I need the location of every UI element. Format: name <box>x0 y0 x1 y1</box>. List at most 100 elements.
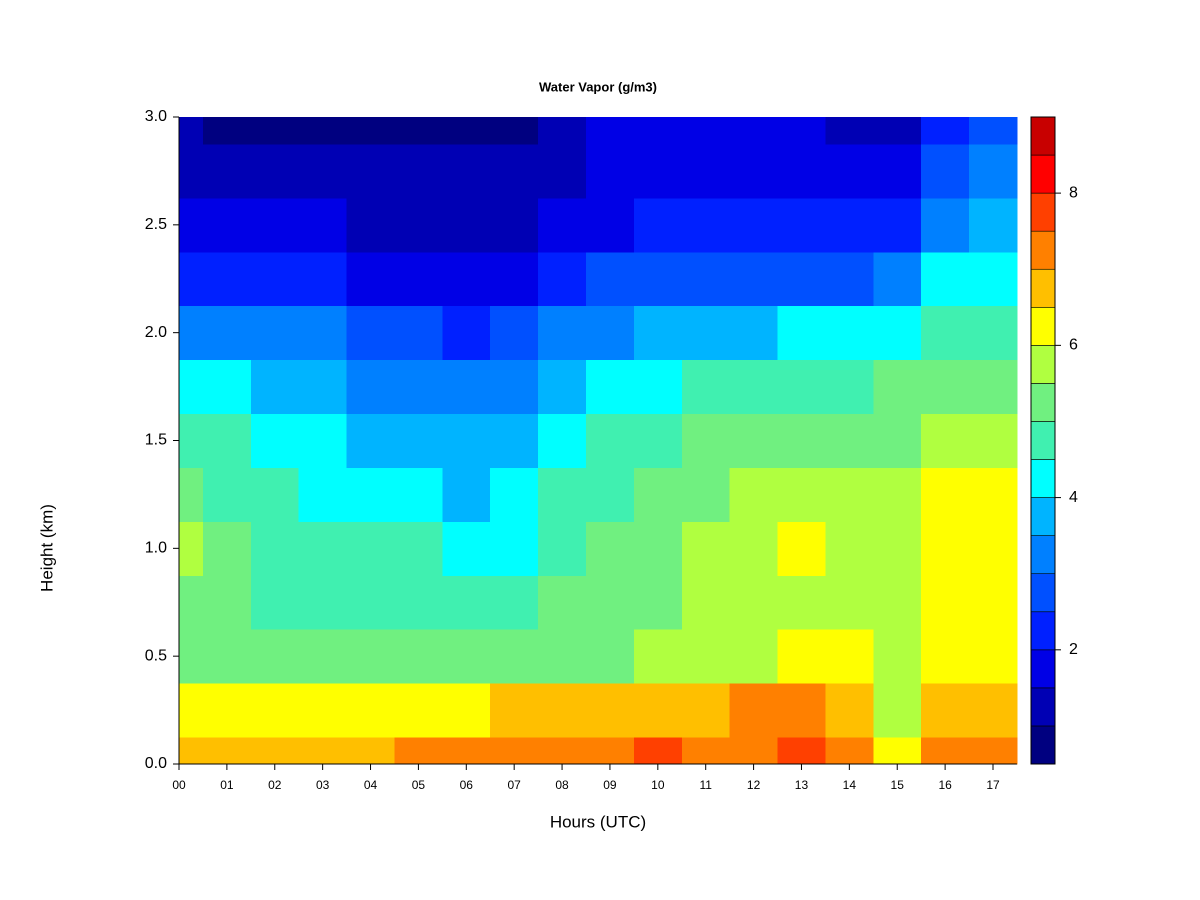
y-tick-label: 1.0 <box>145 540 167 557</box>
heatmap-cell <box>394 683 443 738</box>
heatmap-cell <box>179 629 204 684</box>
heatmap-cell <box>729 413 779 468</box>
heatmap-cell <box>681 197 731 253</box>
heatmap-cell <box>346 683 395 738</box>
heatmap-cell <box>729 251 779 307</box>
x-tick-label: 12 <box>747 778 761 792</box>
heatmap-cell <box>298 197 348 253</box>
heatmap-cell <box>442 521 491 576</box>
heatmap-cell <box>538 305 587 361</box>
y-tick-label: 2.5 <box>145 216 167 233</box>
heatmap-cell <box>873 117 922 145</box>
heatmap-cell <box>346 413 395 468</box>
heatmap-cell <box>298 143 348 199</box>
heatmap-cell <box>681 359 731 415</box>
heatmap-cell <box>538 197 587 253</box>
heatmap-cell <box>921 575 970 630</box>
heatmap-cell <box>346 575 395 630</box>
x-tick-label: 15 <box>891 778 905 792</box>
heatmap-cell <box>538 143 587 199</box>
heatmap-cell <box>873 143 922 199</box>
heatmap-cell <box>921 251 970 307</box>
heatmap-cell <box>250 359 300 415</box>
heatmap-cell <box>825 683 874 738</box>
colorbar-band <box>1030 459 1056 498</box>
heatmap-cell <box>179 467 204 522</box>
heatmap-cell <box>202 737 252 765</box>
heatmap-cell <box>394 629 443 684</box>
colorbar-band <box>1030 154 1056 194</box>
heatmap-cell <box>873 467 922 522</box>
heatmap-cell <box>873 575 922 630</box>
heatmap-cell <box>538 629 587 684</box>
heatmap-cell <box>777 413 826 468</box>
heatmap-cell <box>921 467 970 522</box>
heatmap-cell <box>921 521 970 576</box>
heatmap-cell <box>442 143 491 199</box>
heatmap-cell <box>179 521 204 576</box>
heatmap-cell <box>490 197 539 253</box>
heatmap-cell <box>202 305 252 361</box>
colorbar-band <box>1030 421 1056 460</box>
heatmap-cell <box>298 683 348 738</box>
heatmap-cell <box>873 629 922 684</box>
heatmap-cell <box>633 467 683 522</box>
heatmap-cell <box>179 737 204 765</box>
heatmap-cell <box>394 575 443 630</box>
heatmap-cell <box>777 467 826 522</box>
heatmap-cell <box>490 575 539 630</box>
heatmap-cell <box>681 143 731 199</box>
heatmap-cell <box>250 737 300 765</box>
heatmap-cell <box>298 305 348 361</box>
heatmap-cell <box>633 359 683 415</box>
heatmap-cell <box>729 629 779 684</box>
heatmap-cell <box>969 305 1018 361</box>
heatmap-cell <box>202 117 252 145</box>
heatmap-cell <box>921 197 970 253</box>
heatmap-cell <box>633 683 683 738</box>
heatmap-cell <box>777 117 826 145</box>
heatmap-cell <box>538 251 587 307</box>
heatmap-cell <box>586 629 635 684</box>
heatmap-cell <box>825 197 874 253</box>
heatmap-cell <box>586 467 635 522</box>
heatmap-cell <box>490 251 539 307</box>
heatmap-cell <box>346 737 395 765</box>
heatmap-cell <box>298 359 348 415</box>
heatmap-cell <box>490 305 539 361</box>
heatmap-cell <box>298 413 348 468</box>
heatmap-cell <box>777 143 826 199</box>
colorbar-tick-label: 8 <box>1069 184 1078 201</box>
heatmap-cell <box>633 737 683 765</box>
x-tick-label: 09 <box>603 778 617 792</box>
chart-title: Water Vapor (g/m3) <box>539 79 657 94</box>
heatmap-cell <box>250 117 300 145</box>
heatmap-cell <box>346 143 395 199</box>
heatmap-cell <box>825 251 874 307</box>
y-tick-label: 3.0 <box>145 108 167 125</box>
heatmap-cell <box>490 683 539 738</box>
heatmap-cell <box>346 197 395 253</box>
heatmap-cell <box>633 413 683 468</box>
heatmap-cell <box>394 467 443 522</box>
colorbar-band <box>1030 649 1056 689</box>
heatmap-cell <box>586 413 635 468</box>
heatmap-cell <box>633 305 683 361</box>
heatmap-cell <box>777 737 826 765</box>
heatmap-cell <box>921 683 970 738</box>
heatmap-cell <box>681 467 731 522</box>
heatmap-cell <box>633 117 683 145</box>
heatmap-cell <box>298 521 348 576</box>
heatmap-cell <box>729 359 779 415</box>
heatmap-cell <box>729 521 779 576</box>
heatmap-cell <box>825 305 874 361</box>
colorbar-frame <box>1030 116 1056 765</box>
heatmap-cell <box>873 305 922 361</box>
heatmap-cell <box>921 629 970 684</box>
heatmap-cell <box>969 521 1018 576</box>
heatmap-cell <box>394 143 443 199</box>
colorbar-band <box>1030 573 1056 613</box>
heatmap-cell <box>250 629 300 684</box>
heatmap-cell <box>825 359 874 415</box>
heatmap-cell <box>346 467 395 522</box>
